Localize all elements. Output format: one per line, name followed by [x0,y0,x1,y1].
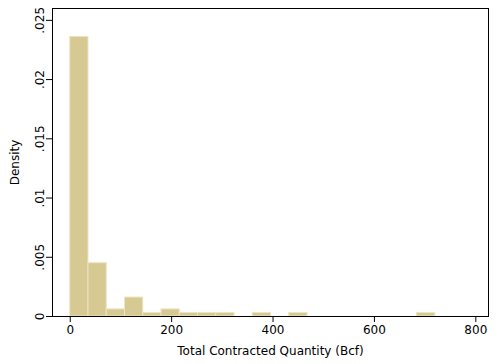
svg-text:200: 200 [160,323,183,337]
svg-text:.02: .02 [33,70,47,89]
svg-text:400: 400 [262,323,285,337]
svg-text:0: 0 [33,313,47,321]
svg-text:.025: .025 [33,7,47,34]
svg-text:.015: .015 [33,125,47,152]
svg-text:600: 600 [363,323,386,337]
svg-text:Total Contracted Quantity (Bcf: Total Contracted Quantity (Bcf) [176,344,363,358]
svg-text:.01: .01 [33,188,47,207]
svg-text:800: 800 [464,323,487,337]
svg-text:.005: .005 [33,244,47,271]
svg-text:0: 0 [66,323,74,337]
svg-text:Density: Density [8,140,22,186]
